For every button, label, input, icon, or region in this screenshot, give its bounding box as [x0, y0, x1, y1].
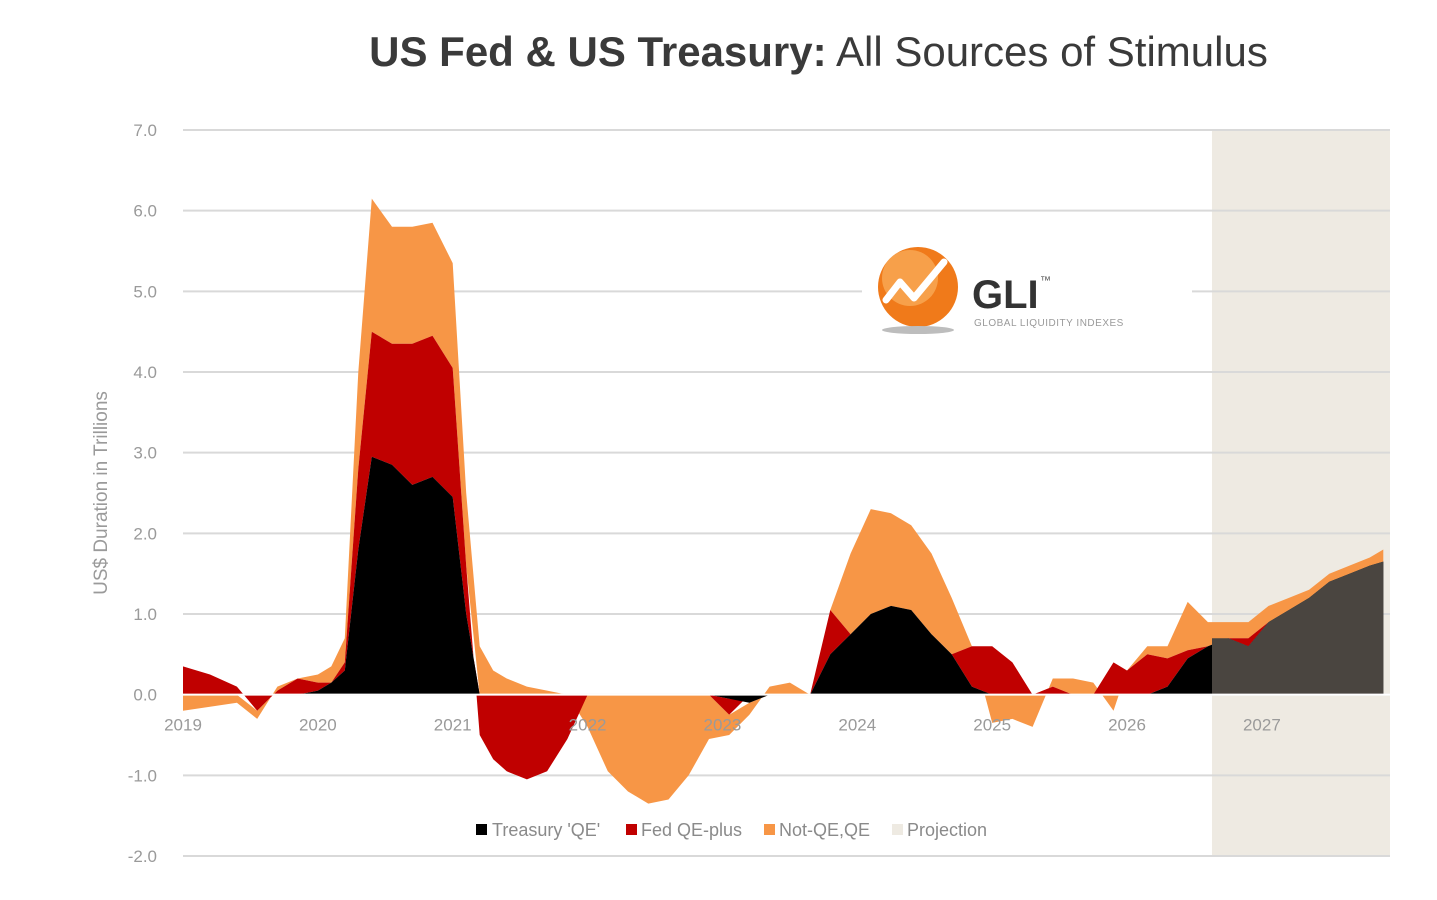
- legend-label-fed: Fed QE-plus: [641, 820, 742, 840]
- gli-logo: GLI ™ GLOBAL LIQUIDITY INDEXES: [862, 238, 1192, 338]
- legend-swatch-projection: [892, 824, 903, 835]
- x-tick-label: 2025: [973, 716, 1011, 735]
- chart-title: US Fed & US Treasury: All Sources of Sti…: [0, 28, 1437, 76]
- logo-arrow-icon: [882, 258, 948, 304]
- x-tick-label: 2022: [569, 716, 607, 735]
- legend-label-notqe: Not-QE,QE: [779, 820, 870, 840]
- stacked-areas: [183, 198, 1384, 804]
- title-bold: US Fed & US Treasury:: [369, 28, 827, 75]
- x-tick-label: 2023: [704, 716, 742, 735]
- x-tick-label: 2021: [434, 716, 472, 735]
- y-tick-label: 7.0: [133, 121, 157, 140]
- y-axis-label: US$ Duration in Trillions: [91, 391, 112, 595]
- x-tick-label: 2027: [1243, 716, 1281, 735]
- legend-swatch-treasury: [476, 824, 487, 835]
- y-tick-label: -1.0: [128, 766, 157, 785]
- y-tick-label: 1.0: [133, 605, 157, 624]
- legend-label-projection: Projection: [907, 820, 987, 840]
- y-tick-label: 6.0: [133, 202, 157, 221]
- legend: Treasury 'QE' Fed QE-plus Not-QE,QE Proj…: [476, 820, 987, 840]
- x-tick-labels: 2019 2020 2021 2022 2023 2024 2025 2026 2027: [164, 716, 1281, 735]
- logo-subtitle: GLOBAL LIQUIDITY INDEXES: [974, 318, 1124, 329]
- logo-name: GLI: [972, 273, 1039, 317]
- projection-band: [1211, 130, 1390, 856]
- y-tick-label: 3.0: [133, 444, 157, 463]
- legend-swatch-notqe: [764, 824, 775, 835]
- title-light: All Sources of Stimulus: [835, 28, 1268, 75]
- x-tick-label: 2020: [299, 716, 337, 735]
- y-tick-label: 4.0: [133, 363, 157, 382]
- y-tick-labels: 7.0 6.0 5.0 4.0 3.0 2.0 1.0 0.0 -1.0 -2.0: [128, 121, 157, 866]
- x-tick-label: 2026: [1108, 716, 1146, 735]
- y-tick-label: -2.0: [128, 847, 157, 866]
- legend-label-treasury: Treasury 'QE': [492, 820, 600, 840]
- legend-swatch-fed: [626, 824, 637, 835]
- logo-tm: ™: [1040, 275, 1051, 287]
- x-tick-label: 2024: [838, 716, 876, 735]
- projection-area: [1212, 561, 1384, 695]
- x-tick-label: 2019: [164, 716, 202, 735]
- y-tick-label: 5.0: [133, 282, 157, 301]
- y-tick-label: 0.0: [133, 686, 157, 705]
- y-tick-label: 2.0: [133, 524, 157, 543]
